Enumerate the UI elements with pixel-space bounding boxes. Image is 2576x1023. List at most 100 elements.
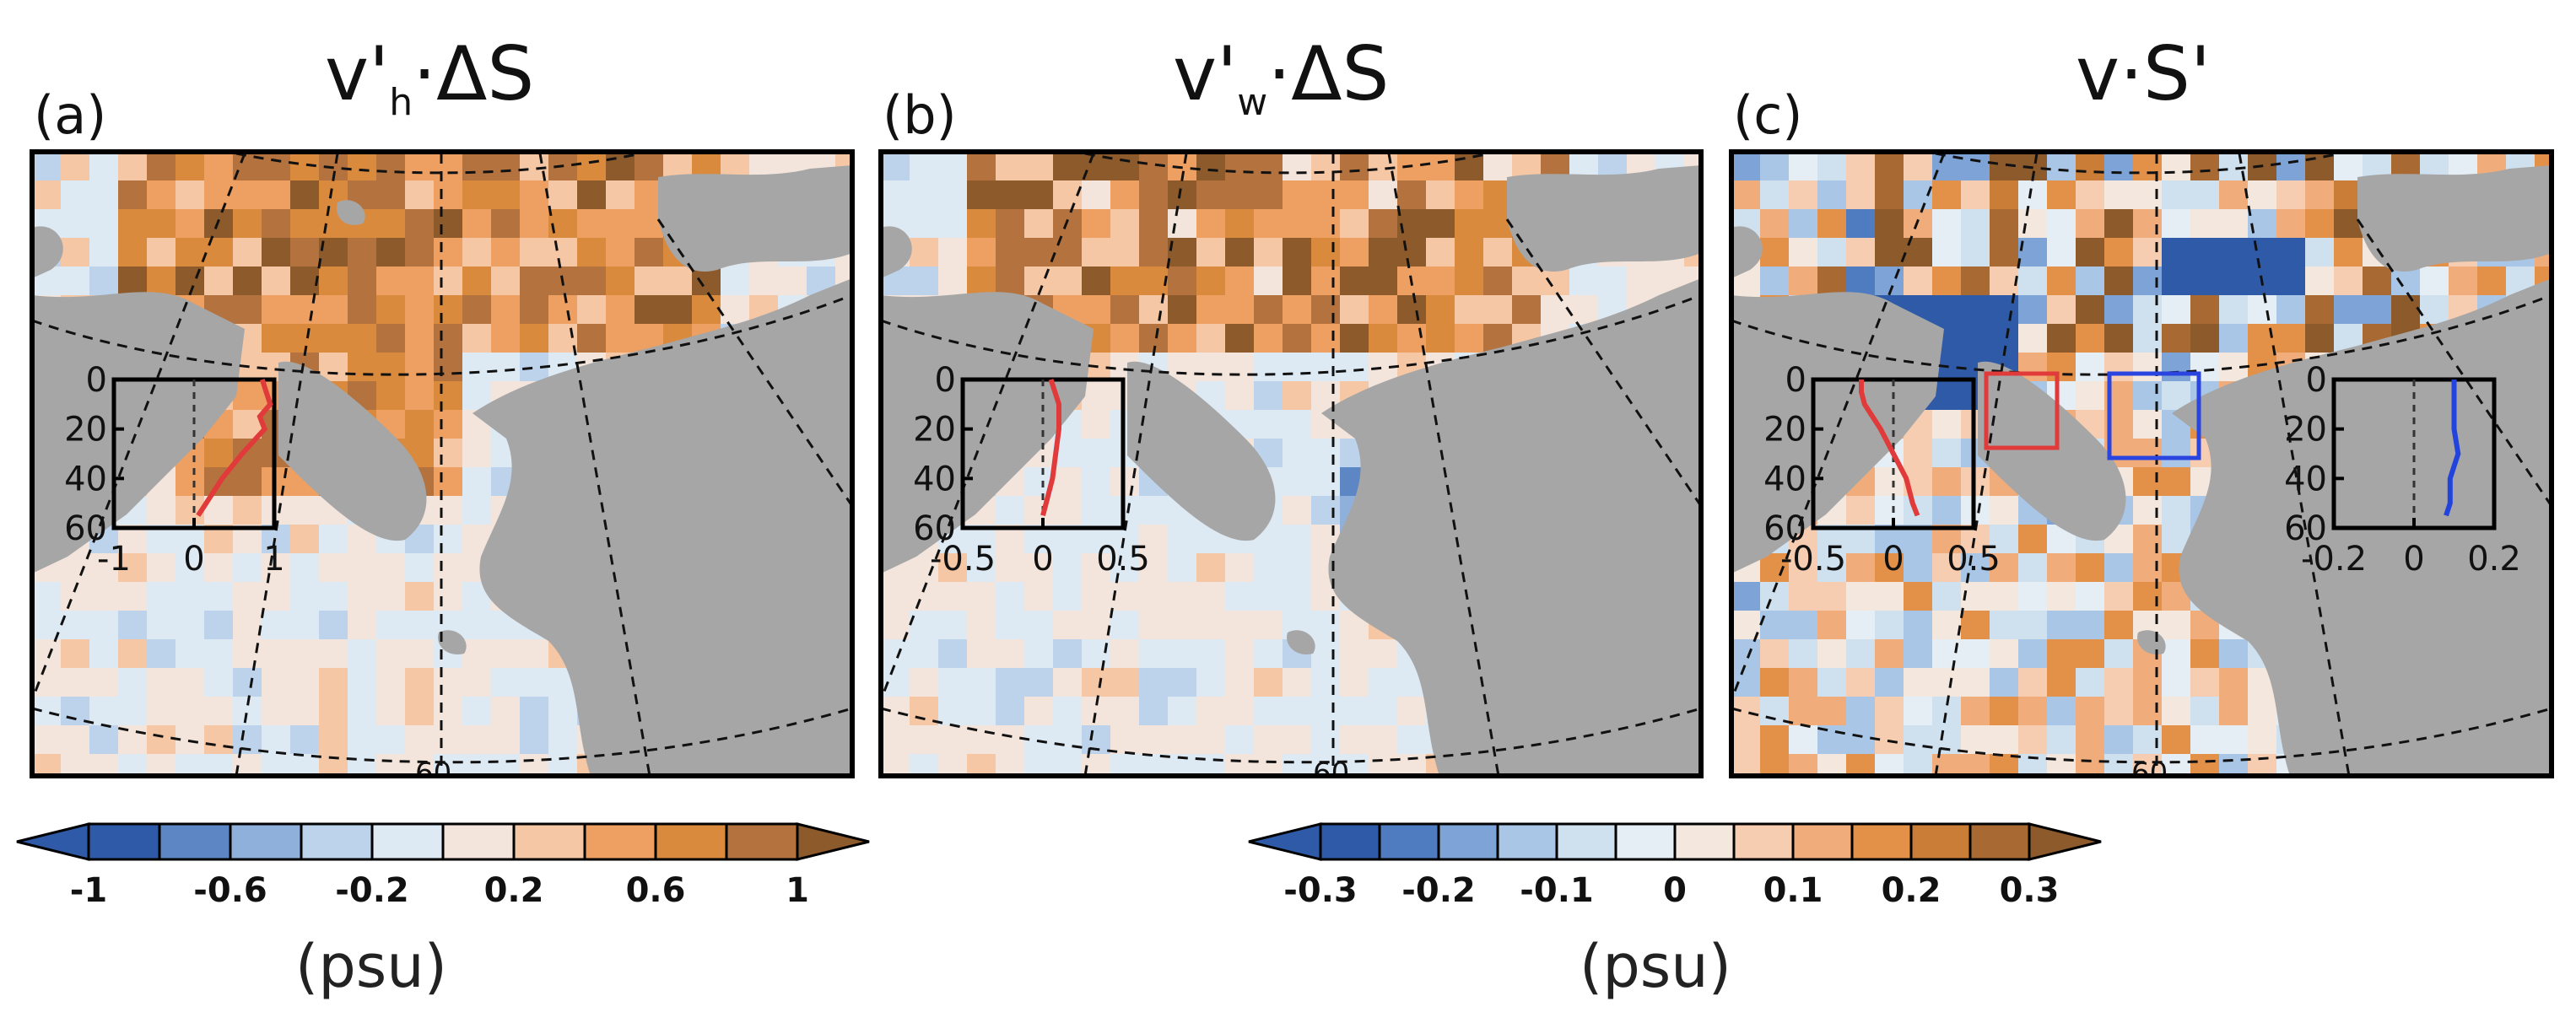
field-cell bbox=[881, 697, 910, 726]
field-cell bbox=[1139, 697, 1169, 726]
field-cell bbox=[577, 267, 607, 296]
inset-xtick-label: 0.2 bbox=[2467, 540, 2521, 579]
field-cell bbox=[1369, 754, 1398, 776]
panel-a-lat-label: 60 bbox=[415, 756, 451, 790]
field-cell bbox=[1196, 267, 1226, 296]
field-cell bbox=[1311, 496, 1341, 525]
inset-ytick-label: 0 bbox=[1785, 361, 1806, 400]
field-cell bbox=[1053, 754, 1083, 776]
panel-a-title-sub: h bbox=[389, 81, 413, 124]
field-cell bbox=[434, 582, 463, 611]
colorbar-swatch bbox=[441, 822, 516, 861]
field-cell bbox=[1168, 725, 1197, 755]
field-cell bbox=[1139, 209, 1169, 239]
field-cell bbox=[262, 725, 291, 755]
field-cell bbox=[1760, 754, 1790, 776]
field-cell bbox=[2276, 238, 2306, 267]
field-cell bbox=[2076, 582, 2105, 611]
field-cell bbox=[910, 725, 939, 755]
field-cell bbox=[996, 725, 1025, 755]
field-cell bbox=[1904, 697, 1933, 726]
field-cell bbox=[2162, 611, 2191, 640]
panel-a-land bbox=[32, 165, 852, 776]
field-cell bbox=[910, 209, 939, 239]
field-cell bbox=[1110, 238, 1140, 267]
panel-b-inset: 0 20 40 60-0.5 0 0.5 bbox=[913, 361, 1150, 579]
field-cell bbox=[376, 381, 406, 411]
field-cell bbox=[1990, 611, 2019, 640]
field-cell bbox=[348, 238, 377, 267]
field-cell bbox=[1225, 238, 1255, 267]
field-cell bbox=[290, 725, 320, 755]
field-cell bbox=[61, 754, 90, 776]
field-cell bbox=[1904, 725, 1933, 755]
field-cell bbox=[32, 668, 62, 697]
field-cell bbox=[2076, 295, 2105, 325]
field-cell bbox=[1196, 324, 1226, 353]
field-cell bbox=[1961, 754, 1990, 776]
field-cell bbox=[348, 152, 377, 181]
field-cell bbox=[1168, 639, 1197, 669]
field-cell bbox=[548, 324, 578, 353]
field-cell bbox=[1961, 238, 1990, 267]
inset-ytick-label: 0 bbox=[935, 361, 956, 400]
field-cell bbox=[577, 295, 607, 325]
field-cell bbox=[881, 582, 910, 611]
field-cell bbox=[2305, 295, 2335, 325]
field-cell bbox=[2133, 496, 2163, 525]
field-cell bbox=[2047, 697, 2076, 726]
field-cell bbox=[376, 553, 406, 583]
field-cell bbox=[1024, 582, 1054, 611]
field-cell bbox=[2133, 238, 2163, 267]
field-cell bbox=[434, 295, 463, 325]
field-cell bbox=[938, 697, 968, 726]
field-cell bbox=[910, 152, 939, 181]
field-cell bbox=[491, 697, 521, 726]
field-cell bbox=[1731, 725, 1761, 755]
field-cell bbox=[491, 353, 521, 382]
colorbar-right: -0.3 -0.2 -0.1 0 0.1 0.2 0.3 bbox=[1248, 822, 2102, 910]
field-cell bbox=[2076, 639, 2105, 669]
field-cell bbox=[2104, 324, 2134, 353]
field-cell bbox=[61, 725, 90, 755]
field-cell bbox=[2248, 238, 2277, 267]
field-cell bbox=[262, 611, 291, 640]
field-cell bbox=[2076, 267, 2105, 296]
field-cell bbox=[2334, 267, 2363, 296]
field-cell bbox=[1082, 553, 1111, 583]
field-cell bbox=[1932, 381, 1962, 411]
colorbar-swatch bbox=[229, 822, 303, 861]
panel-b: (b) v'w·ΔS 60 bbox=[878, 30, 1704, 778]
field-cell bbox=[1817, 754, 1847, 776]
field-cell bbox=[520, 324, 549, 353]
colorbar-tick-label: 0.2 bbox=[1882, 871, 1941, 910]
field-cell bbox=[1904, 267, 1933, 296]
field-cell bbox=[1024, 754, 1054, 776]
field-cell bbox=[348, 267, 377, 296]
field-cell bbox=[2219, 725, 2249, 755]
field-cell bbox=[2076, 697, 2105, 726]
panel-a-graticule bbox=[32, 152, 852, 776]
field-cell bbox=[176, 611, 205, 640]
field-cell bbox=[1426, 324, 1455, 353]
field-cell bbox=[1139, 496, 1169, 525]
field-cell bbox=[1731, 754, 1761, 776]
field-cell bbox=[1110, 553, 1140, 583]
field-cell bbox=[376, 238, 406, 267]
field-cell bbox=[1904, 754, 1933, 776]
field-cell bbox=[348, 324, 377, 353]
field-cell bbox=[1082, 496, 1111, 525]
field-cell bbox=[204, 754, 234, 776]
field-cell bbox=[434, 180, 463, 210]
field-cell bbox=[1053, 238, 1083, 267]
field-cell bbox=[176, 180, 205, 210]
inset-ytick-label: 40 bbox=[2284, 460, 2327, 498]
field-cell bbox=[204, 582, 234, 611]
field-cell bbox=[996, 697, 1025, 726]
colorbar-swatch bbox=[1614, 822, 1677, 861]
field-cell bbox=[967, 754, 996, 776]
field-cell bbox=[491, 295, 521, 325]
field-cell bbox=[996, 582, 1025, 611]
field-cell bbox=[147, 582, 176, 611]
field-cell bbox=[967, 668, 996, 697]
